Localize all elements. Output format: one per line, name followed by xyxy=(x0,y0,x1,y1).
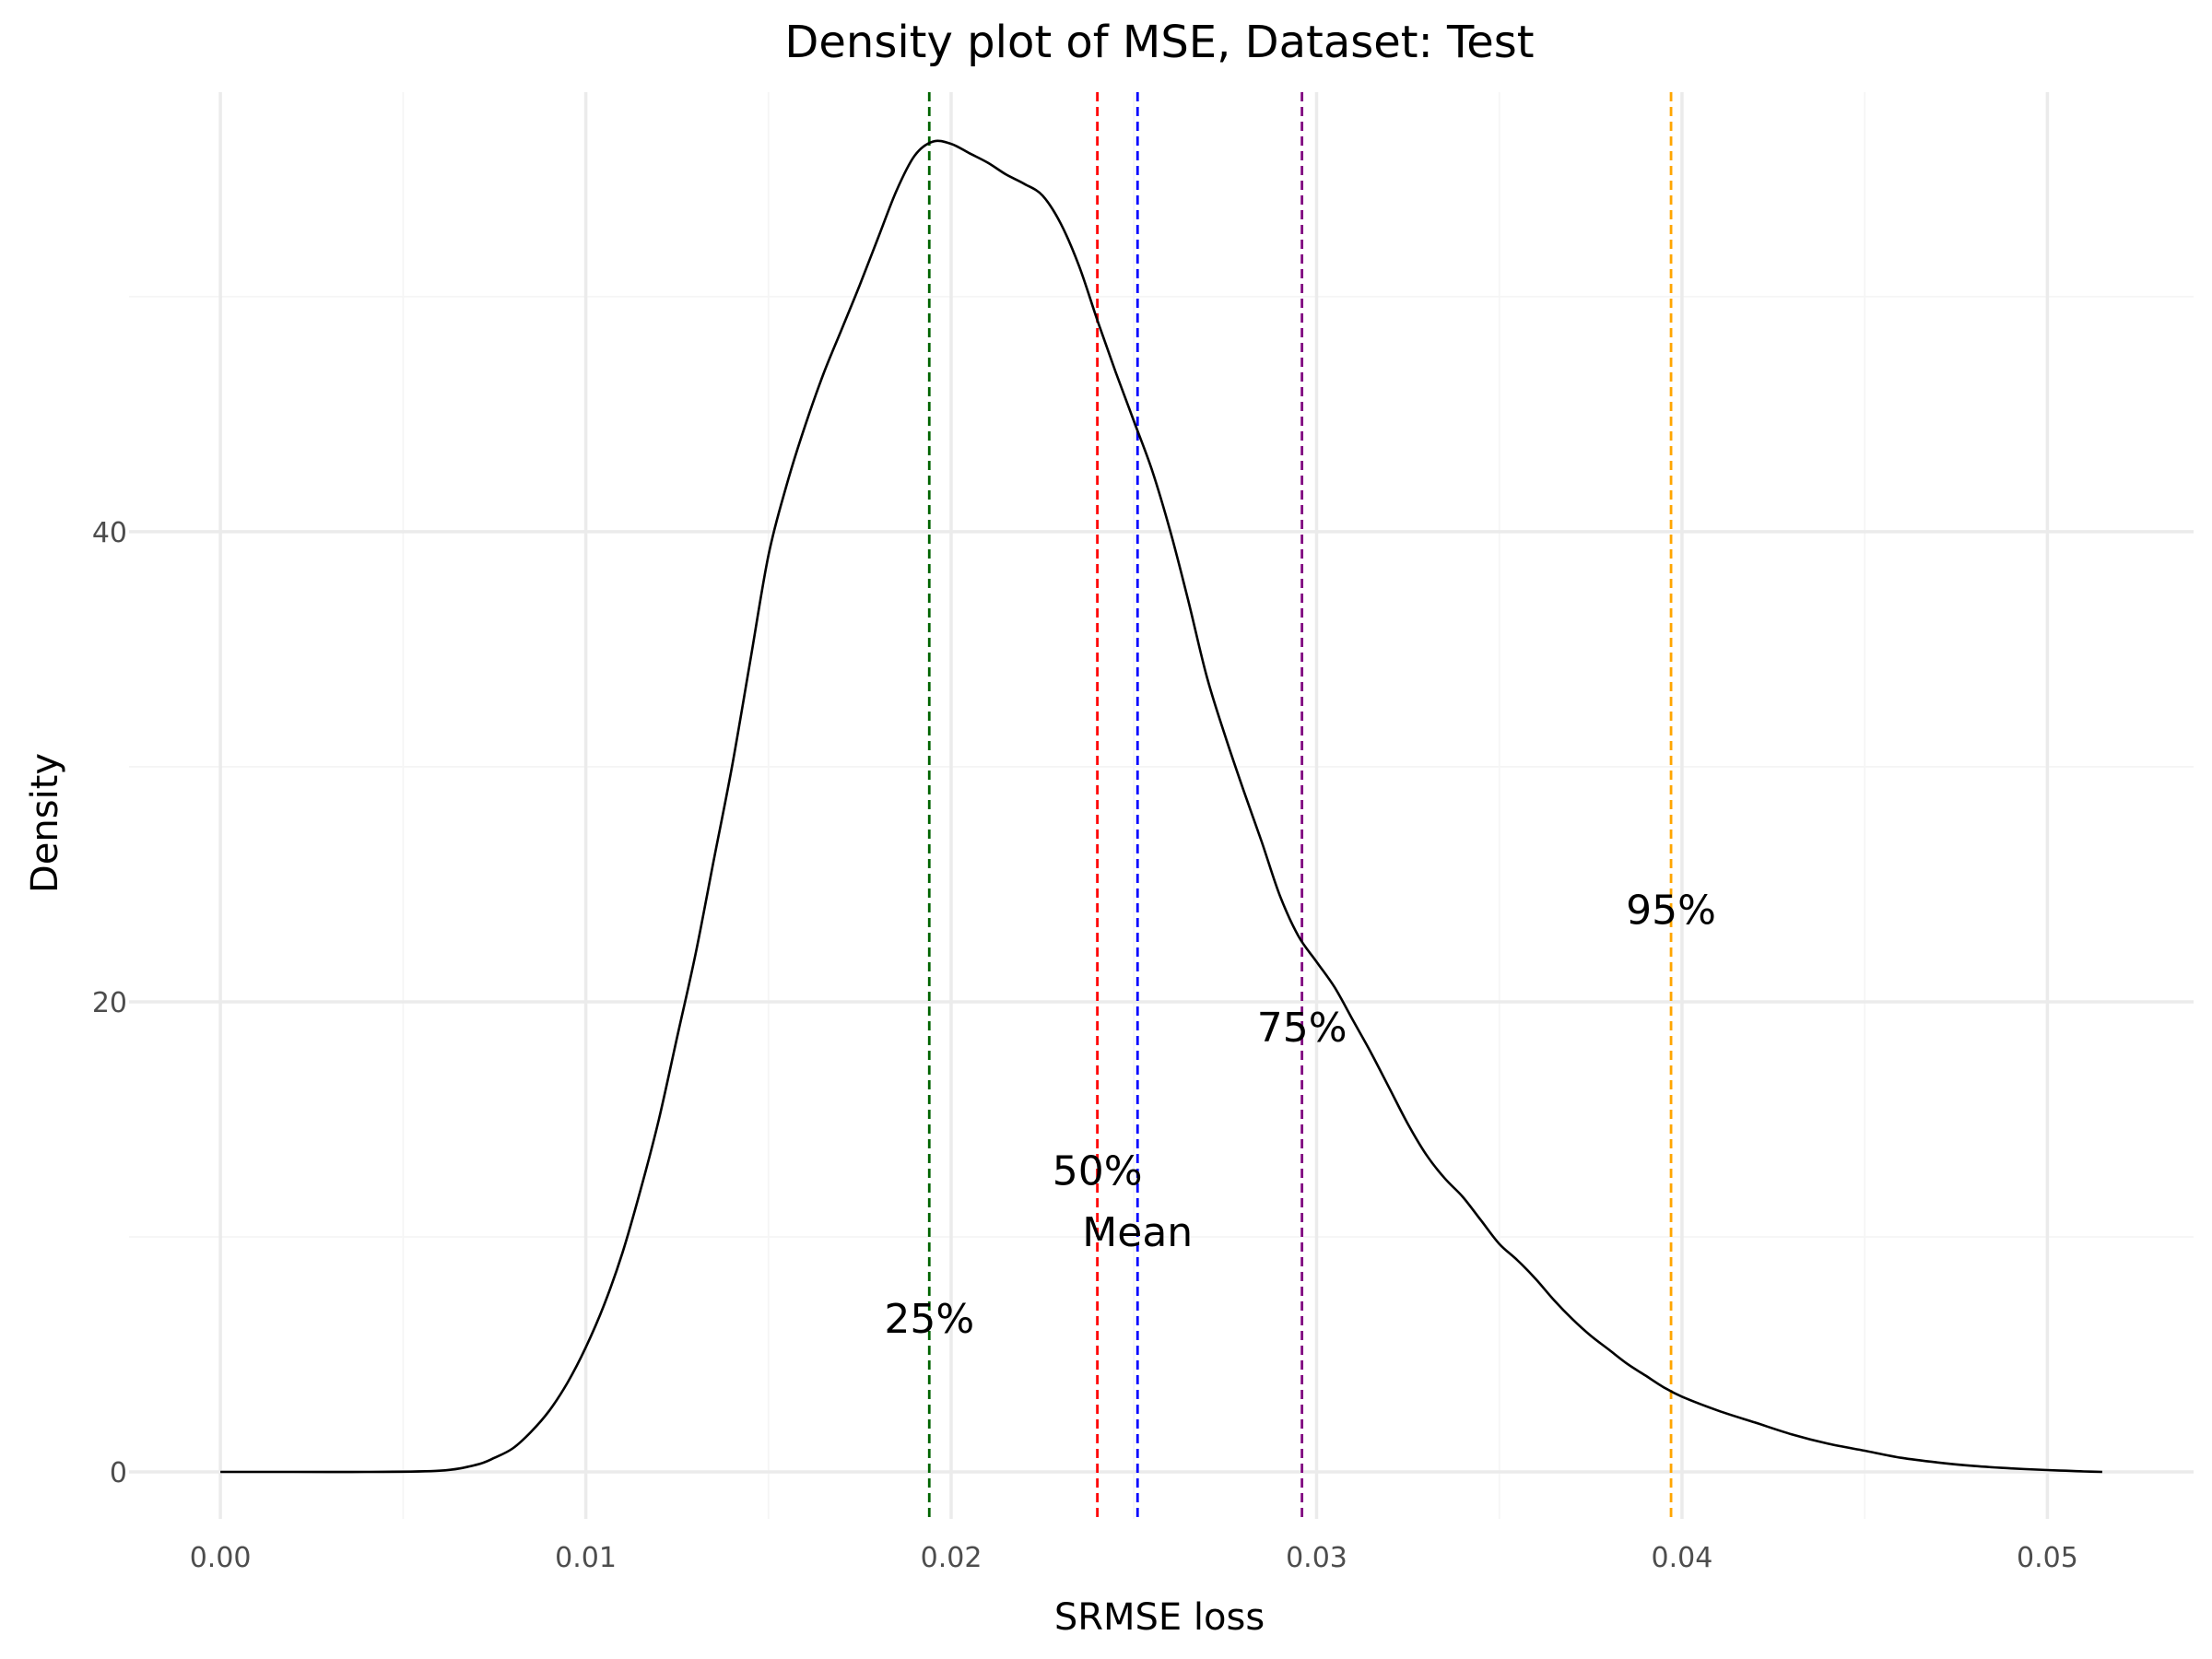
reference-label-75pct: 75% xyxy=(1257,1005,1347,1052)
reference-labels: 25% 50% Mean 75% 95% xyxy=(884,887,1716,1343)
reference-label-mean: Mean xyxy=(1082,1209,1193,1256)
reference-label-95pct: 95% xyxy=(1626,887,1716,934)
x-tick-label: 0.04 xyxy=(1652,1542,1713,1574)
y-tick-label: 20 xyxy=(92,987,127,1019)
reference-label-50pct: 50% xyxy=(1053,1148,1143,1195)
x-tick-label: 0.02 xyxy=(921,1542,982,1574)
reference-lines xyxy=(927,92,1673,1519)
density-curve-layer xyxy=(220,139,2102,1474)
chart-title: Density plot of MSE, Dataset: Test xyxy=(784,17,1534,68)
density-curve xyxy=(220,139,2102,1474)
x-tick-label: 0.05 xyxy=(2017,1542,2078,1574)
grid-layer xyxy=(129,92,2194,1519)
x-tick-label: 0.01 xyxy=(555,1542,617,1574)
y-tick-label: 0 xyxy=(110,1457,127,1489)
y-axis-ticks: 0 20 40 xyxy=(92,517,127,1489)
x-tick-label: 0.00 xyxy=(190,1542,252,1574)
x-tick-label: 0.03 xyxy=(1286,1542,1347,1574)
x-axis-ticks: 0.00 0.01 0.02 0.03 0.04 0.05 xyxy=(190,1542,2078,1574)
y-tick-label: 40 xyxy=(92,517,127,549)
y-axis-title: Density xyxy=(24,753,66,893)
x-axis-title: SRMSE loss xyxy=(1054,1596,1265,1639)
reference-label-25pct: 25% xyxy=(884,1296,974,1343)
